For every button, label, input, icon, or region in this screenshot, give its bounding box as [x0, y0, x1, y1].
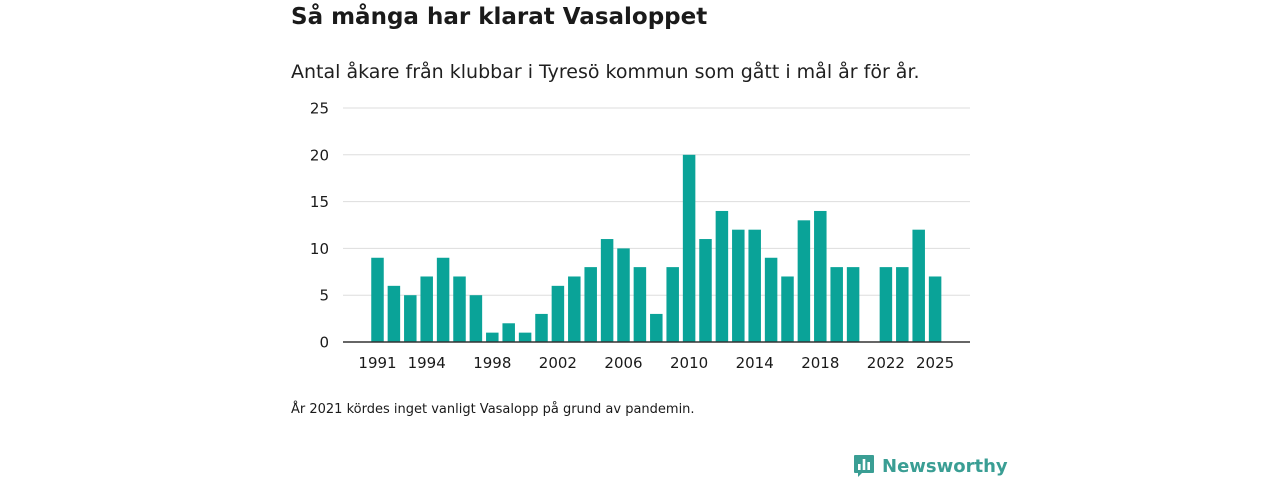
- bar-1993[interactable]: [404, 295, 417, 342]
- bar-2006[interactable]: [617, 248, 630, 342]
- x-tick-label-2018: 2018: [801, 354, 839, 372]
- bar-2005[interactable]: [600, 239, 614, 342]
- bar-2014[interactable]: [748, 229, 761, 342]
- bar-1992[interactable]: [387, 285, 401, 342]
- newsworthy-logo[interactable]: Newsworthy: [853, 452, 1008, 480]
- y-tick-label-15: 15: [310, 193, 329, 211]
- y-tick-label-10: 10: [310, 240, 329, 258]
- brand-name: Newsworthy: [882, 455, 1008, 477]
- x-tick-label-2006: 2006: [604, 354, 642, 372]
- bar-1999[interactable]: [502, 323, 515, 342]
- bar-2007[interactable]: [633, 267, 647, 342]
- y-tick-label-0: 0: [319, 334, 329, 352]
- x-tick-label-2022: 2022: [867, 354, 905, 372]
- bar-1997[interactable]: [469, 295, 483, 342]
- bar-1998[interactable]: [486, 332, 499, 342]
- bar-1991[interactable]: [371, 257, 384, 342]
- bar-2025[interactable]: [928, 276, 942, 342]
- gridlines: [343, 107, 970, 296]
- x-tick-label-2002: 2002: [539, 354, 577, 372]
- y-tick-label-5: 5: [319, 287, 329, 305]
- bar-2019[interactable]: [830, 267, 843, 342]
- bar-2023[interactable]: [896, 267, 909, 342]
- bar-2020[interactable]: [846, 267, 860, 342]
- footnote: År 2021 kördes inget vanligt Vasalopp på…: [291, 402, 695, 417]
- x-tick-label-2025: 2025: [916, 354, 954, 372]
- bar-2004[interactable]: [584, 267, 597, 342]
- bar-2017[interactable]: [797, 220, 811, 342]
- bar-2001[interactable]: [535, 313, 548, 342]
- y-tick-label-20: 20: [310, 146, 329, 164]
- bars: [371, 154, 942, 342]
- chart-subtitle: Antal åkare från klubbar i Tyresö kommun…: [291, 61, 920, 83]
- bar-1996[interactable]: [453, 276, 466, 342]
- bar-2012[interactable]: [715, 210, 729, 342]
- bar-2009[interactable]: [666, 267, 679, 342]
- bar-2008[interactable]: [650, 313, 663, 342]
- bar-2018[interactable]: [814, 210, 827, 342]
- newsworthy-logo-icon: [854, 455, 874, 477]
- bar-2016[interactable]: [781, 276, 794, 342]
- bar-2011[interactable]: [699, 239, 712, 342]
- bar-2010[interactable]: [682, 154, 696, 342]
- bar-2000[interactable]: [518, 332, 532, 342]
- x-tick-label-1998: 1998: [473, 354, 511, 372]
- x-axis-ticks: 1991 1994 1998 2002 2006 2010 2014 2018 2022 2025: [358, 354, 954, 372]
- bar-2015[interactable]: [764, 257, 778, 342]
- bar-2013[interactable]: [732, 229, 745, 342]
- x-tick-label-1994: 1994: [408, 354, 446, 372]
- bar-2022[interactable]: [879, 267, 893, 342]
- x-tick-label-2014: 2014: [736, 354, 774, 372]
- x-tick-label-2010: 2010: [670, 354, 708, 372]
- bar-2024[interactable]: [912, 229, 925, 342]
- x-tick-label-1991: 1991: [358, 354, 396, 372]
- y-tick-label-25: 25: [310, 100, 329, 118]
- bar-2003[interactable]: [568, 276, 581, 342]
- bar-1994[interactable]: [420, 276, 433, 342]
- chart-title: Så många har klarat Vasaloppet: [291, 4, 708, 30]
- y-axis-ticks: 0 5 10 15 20 25: [310, 100, 329, 352]
- bar-2002[interactable]: [551, 285, 565, 342]
- bar-1995[interactable]: [436, 257, 450, 342]
